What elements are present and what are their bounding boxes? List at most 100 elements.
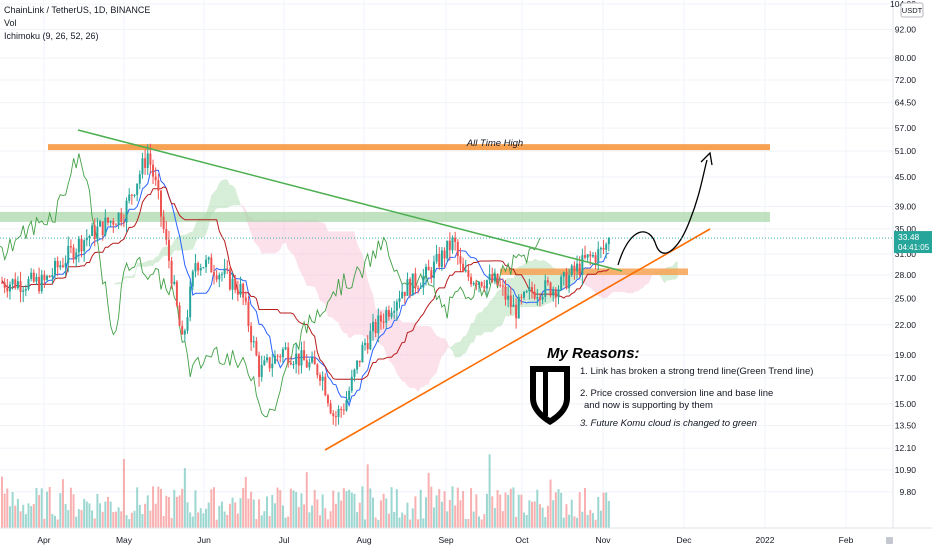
candle-body [432,261,435,278]
volume-bar [266,496,268,528]
reason-item: 1. Link has broken a strong trend line(G… [580,366,813,377]
cloud-segment [317,219,320,301]
arrow-head-icon [700,151,713,166]
candle-body [40,274,43,292]
volume-bar [207,502,210,528]
volume-bar [432,507,435,528]
volume-bar [162,516,165,528]
volume-bar [427,472,430,528]
candle-body [332,413,335,417]
volume-bar [562,517,565,528]
candle-body [319,375,321,381]
cloud-segment [274,219,278,254]
cloud-segment [465,330,469,354]
candle-body [488,274,491,281]
cloud-segment [320,222,323,303]
green-trend-line[interactable] [77,129,623,272]
candle-body [215,275,218,280]
candle-body [199,267,202,271]
candle-body [435,253,438,262]
ichimoku-legend[interactable]: Ichimoku (9, 26, 52, 26) [4,31,99,41]
candle-body [297,353,300,366]
candle-body [173,281,176,284]
volume-bar [64,504,67,528]
symbol-title[interactable]: ChainLink / TetherUS, 1D, BINANCE [4,5,151,15]
cloud-segment [367,279,371,340]
cloud-segment [444,338,448,354]
volume-bar [560,492,563,528]
volume-bar [443,491,446,528]
volume-bar [218,505,221,528]
volume-bar [93,518,96,528]
cloud-segment [153,256,156,266]
ichimoku-cloud [70,179,678,392]
volume-bar [48,486,51,528]
volume-bar [316,499,319,528]
candle-body [385,310,388,323]
candle-body [358,360,361,363]
volume-bar [183,468,186,528]
reasons-title: My Reasons: [547,345,640,362]
cloud-segment [232,185,236,206]
candle-body [112,221,115,225]
volume-bar [250,491,253,528]
volume-bar [107,497,109,528]
resistance-zone[interactable] [0,211,770,222]
volume-bar [8,506,11,528]
cloud-segment [304,219,307,286]
orange-trend-line[interactable] [324,228,711,451]
cloud-segment [174,236,177,251]
volume-bar [417,519,420,528]
volume-bars [1,454,610,528]
candle-body [292,364,295,366]
volume-bar [138,504,141,528]
candle-body [191,271,194,287]
candle-body [231,278,234,290]
volume-bar [528,500,531,528]
candle-body [8,284,11,292]
cloud-segment [648,274,652,284]
candle-body [281,349,284,358]
cloud-segment [126,276,130,279]
cloud-segment [627,274,631,294]
volume-bar [284,517,287,528]
candle-body [311,357,314,363]
candle-body [152,164,155,177]
volume-bar [557,489,560,528]
candle-body [451,237,454,251]
cloud-segment [574,274,578,283]
cloud-segment [118,282,122,285]
volume-bar [406,502,409,528]
cloud-segment [420,326,424,388]
cloud-segment [301,219,305,279]
candle-body [300,350,303,366]
volume-bar [255,519,258,528]
volume-bar [544,517,547,528]
volume-bar [56,519,59,528]
volume-bar [430,486,433,528]
cloud-segment [338,231,342,330]
volume-bar [210,489,213,528]
volume-bar [300,493,303,528]
candle-body [374,321,377,334]
candle-body [207,257,210,260]
cloud-segment [145,260,148,267]
volume-bar [403,514,406,528]
candle-body [43,274,46,280]
candle-body [213,272,215,276]
currency-badge[interactable] [900,2,924,18]
volume-bar [281,505,284,528]
candle-body [61,265,64,267]
volume-bar [395,489,398,528]
cloud-segment [418,326,421,392]
volume-bar [215,519,218,528]
candle-body [120,212,123,222]
settings-icon[interactable] [886,537,893,544]
volume-bar [133,510,136,528]
support-zone[interactable] [500,268,688,275]
volume-legend[interactable]: Vol [4,18,17,28]
volume-bar [512,487,515,528]
ath-line[interactable] [48,144,770,151]
volume-bar [472,511,475,528]
